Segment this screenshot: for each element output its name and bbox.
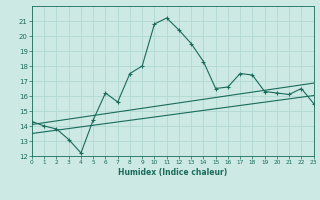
X-axis label: Humidex (Indice chaleur): Humidex (Indice chaleur) [118,168,228,177]
